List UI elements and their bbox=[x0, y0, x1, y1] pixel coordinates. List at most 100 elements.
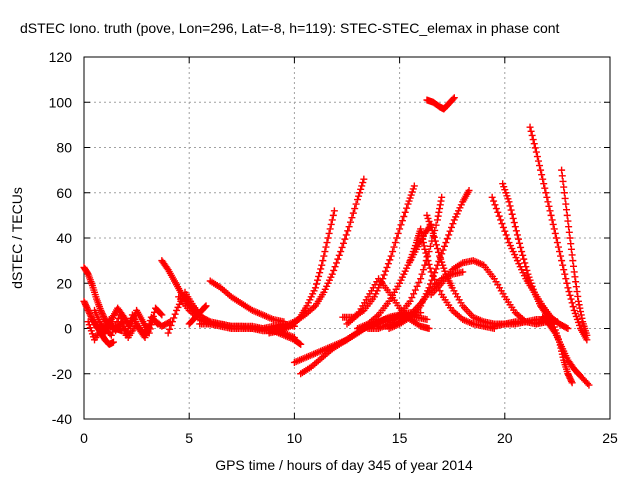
data-point bbox=[562, 200, 570, 208]
data-point bbox=[520, 255, 528, 263]
data-point bbox=[393, 234, 401, 242]
data-point bbox=[425, 284, 433, 292]
data-point bbox=[465, 186, 473, 194]
data-point bbox=[120, 322, 128, 330]
x-tick-label: 25 bbox=[602, 430, 618, 446]
data-point bbox=[202, 302, 210, 310]
data-point bbox=[577, 311, 585, 319]
data-point bbox=[355, 192, 363, 200]
data-point bbox=[567, 295, 575, 303]
data-point bbox=[324, 234, 332, 242]
series-13 bbox=[269, 175, 368, 332]
series-21 bbox=[385, 186, 473, 332]
series-11 bbox=[206, 277, 288, 326]
data-point bbox=[327, 220, 335, 228]
data-point bbox=[424, 257, 432, 265]
data-point bbox=[571, 273, 579, 281]
data-point bbox=[359, 179, 367, 187]
data-point bbox=[572, 278, 580, 286]
data-point bbox=[312, 280, 320, 288]
data-point bbox=[418, 270, 426, 278]
data-point bbox=[439, 246, 447, 254]
data-point bbox=[157, 310, 165, 318]
data-point bbox=[433, 245, 441, 253]
data-point bbox=[170, 314, 178, 322]
data-point bbox=[560, 266, 568, 274]
data-point bbox=[557, 252, 565, 260]
data-point bbox=[510, 219, 518, 227]
y-axis-label: dSTEC / TECUs bbox=[9, 187, 25, 289]
data-point bbox=[314, 276, 322, 284]
data-point bbox=[390, 243, 398, 251]
data-point bbox=[577, 308, 585, 316]
data-point bbox=[425, 325, 433, 332]
data-point bbox=[427, 268, 435, 276]
x-tick-label: 15 bbox=[392, 430, 408, 446]
data-point bbox=[316, 269, 324, 277]
data-point bbox=[583, 331, 591, 339]
data-point bbox=[419, 266, 427, 274]
data-point bbox=[426, 280, 434, 288]
data-point bbox=[490, 197, 498, 205]
data-point bbox=[410, 182, 418, 190]
data-point bbox=[508, 210, 516, 218]
data-point bbox=[328, 270, 336, 278]
data-point bbox=[575, 301, 583, 309]
data-point bbox=[545, 202, 553, 210]
data-point bbox=[556, 248, 564, 256]
series-29 bbox=[558, 166, 591, 339]
data-point bbox=[394, 229, 402, 237]
data-point bbox=[201, 303, 209, 311]
data-point bbox=[417, 275, 425, 283]
data-point bbox=[311, 284, 319, 292]
data-point bbox=[121, 326, 129, 334]
data-point bbox=[530, 140, 538, 148]
data-point bbox=[431, 275, 439, 283]
data-point bbox=[528, 131, 536, 139]
data-point bbox=[511, 223, 519, 231]
data-point bbox=[421, 245, 429, 253]
data-point bbox=[331, 263, 339, 271]
data-point bbox=[517, 243, 525, 251]
data-point bbox=[426, 242, 434, 250]
data-point bbox=[403, 204, 411, 212]
data-point bbox=[559, 261, 567, 269]
axis-ticks: 0 5 10 15 20 25 -40 -20 0 20 40 60 80 100 120 bbox=[49, 49, 618, 446]
data-point bbox=[342, 231, 350, 239]
data-point bbox=[568, 251, 576, 259]
data-point bbox=[119, 318, 127, 326]
data-point bbox=[330, 266, 338, 274]
data-point bbox=[421, 261, 429, 269]
data-point bbox=[398, 217, 406, 225]
data-point bbox=[417, 228, 425, 236]
data-point bbox=[410, 290, 418, 298]
data-point bbox=[563, 211, 571, 219]
data-point bbox=[551, 229, 559, 237]
data-point bbox=[558, 166, 566, 174]
data-point bbox=[563, 206, 571, 214]
data-point bbox=[559, 177, 567, 185]
data-point bbox=[330, 207, 338, 215]
y-tick-label: -40 bbox=[52, 411, 72, 427]
data-point bbox=[567, 245, 575, 253]
data-point bbox=[529, 136, 537, 144]
data-point bbox=[384, 260, 392, 268]
data-point bbox=[349, 209, 357, 217]
data-point bbox=[554, 243, 562, 251]
data-point bbox=[443, 235, 451, 243]
series-22 bbox=[406, 225, 498, 332]
data-point bbox=[488, 193, 496, 201]
data-point bbox=[389, 248, 397, 256]
x-tick-label: 20 bbox=[497, 430, 513, 446]
data-point bbox=[564, 284, 572, 292]
data-point bbox=[514, 235, 522, 243]
data-point bbox=[354, 196, 362, 204]
data-point bbox=[561, 194, 569, 202]
data-point bbox=[419, 235, 427, 243]
series-9 bbox=[185, 302, 210, 328]
data-point bbox=[534, 157, 542, 165]
data-point bbox=[436, 205, 444, 213]
data-point bbox=[425, 260, 433, 268]
data-point bbox=[167, 321, 175, 329]
